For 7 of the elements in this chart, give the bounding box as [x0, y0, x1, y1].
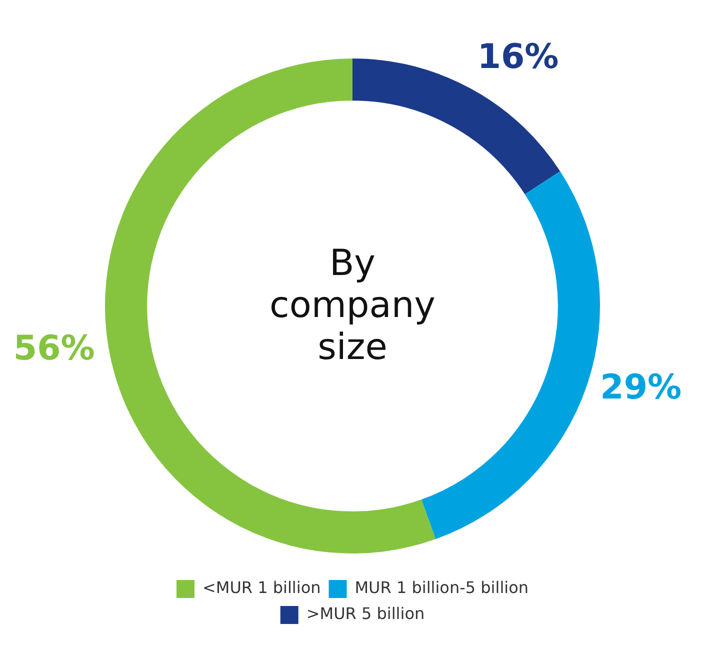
data-label: 56%	[13, 328, 95, 368]
data-label: 16%	[477, 37, 559, 78]
text: By company size	[268, 243, 436, 369]
legend-label: >MUR 5 billion	[306, 604, 425, 624]
data-label: 29%	[600, 368, 682, 408]
legend-label: <MUR 1 billion	[202, 578, 321, 598]
legend-label: MUR 1 billion-5 billion	[354, 578, 529, 598]
